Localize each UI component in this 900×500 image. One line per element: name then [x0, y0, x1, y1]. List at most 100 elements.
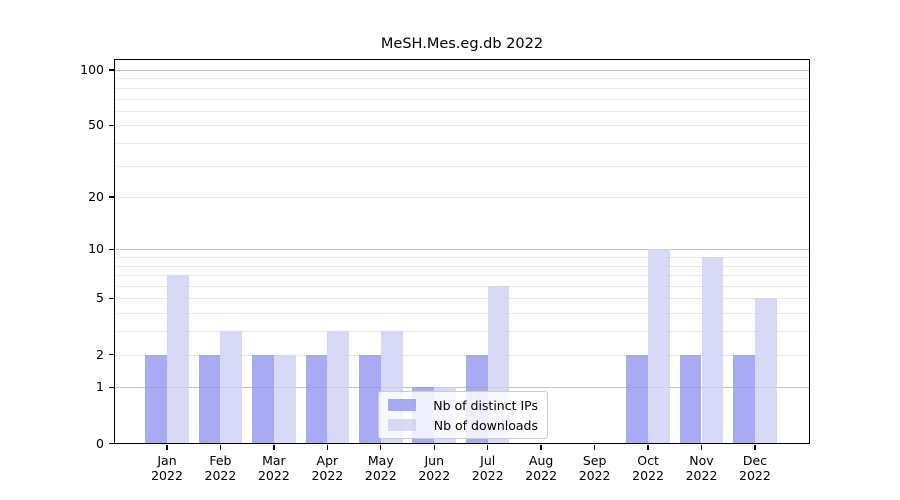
bar-feb-distinct-ips	[198, 354, 221, 444]
legend-swatch-distinct-ips	[388, 399, 416, 411]
y-tick-label-1: 1	[96, 379, 104, 395]
x-tick-year: 2022	[739, 468, 771, 483]
x-tick-label-aug: Aug 2022	[511, 453, 571, 484]
gridline-minor-30	[114, 165, 810, 167]
gridline-minor-2	[114, 354, 810, 356]
gridline-minor-80	[114, 87, 810, 89]
x-tick-year: 2022	[151, 468, 183, 483]
bar-oct-distinct-ips	[626, 354, 649, 444]
x-tick-jan	[166, 445, 168, 450]
y-tick-1	[109, 386, 114, 389]
x-tick-year: 2022	[471, 468, 504, 483]
x-tick-label-mar: Mar 2022	[244, 453, 304, 484]
x-tick-label-jul: Jul 2022	[458, 453, 518, 484]
gridline-major-10	[114, 249, 810, 251]
x-tick-month: Oct	[637, 452, 659, 468]
gridline-major-1	[114, 387, 810, 389]
bar-jan-downloads	[167, 275, 189, 444]
x-tick-label-sep: Sep 2022	[565, 453, 625, 484]
x-tick-label-jan: Jan 2022	[137, 453, 197, 484]
y-tick-label-20: 20	[88, 189, 104, 205]
bar-may-distinct-ips	[359, 354, 381, 444]
x-tick-month: Jun	[424, 452, 445, 468]
gridline-minor-5	[114, 298, 810, 300]
y-tick-label-100: 100	[80, 62, 104, 77]
gridline-minor-4	[114, 313, 810, 315]
bar-dec-downloads	[754, 298, 777, 444]
x-tick-year: 2022	[364, 468, 397, 483]
chart-title: MeSH.Mes.eg.db 2022	[380, 36, 544, 52]
x-tick-year: 2022	[204, 468, 237, 483]
bar-nov-distinct-ips	[679, 354, 702, 444]
x-tick-year: 2022	[578, 468, 611, 483]
legend-item-downloads: Nb of downloads	[388, 417, 538, 433]
x-tick-apr	[326, 445, 329, 450]
x-tick-year: 2022	[418, 468, 451, 483]
x-tick-month: Jul	[480, 452, 496, 468]
legend-swatch-downloads	[388, 419, 416, 431]
x-tick-label-oct: Oct 2022	[618, 453, 678, 484]
x-tick-label-nov: Nov 2022	[672, 453, 732, 484]
x-tick-month: Apr	[316, 452, 339, 468]
legend-label-distinct-ips: Nb of distinct IPs	[433, 397, 538, 413]
x-tick-aug	[540, 445, 542, 450]
x-tick-month: Aug	[528, 452, 554, 468]
legend-label-downloads: Nb of downloads	[433, 417, 538, 433]
x-tick-month: Nov	[689, 452, 714, 468]
plot-area	[114, 59, 810, 444]
y-tick-10	[109, 248, 114, 251]
gridline-minor-40	[114, 142, 810, 144]
x-tick-oct	[647, 445, 649, 450]
x-tick-jul	[487, 445, 489, 450]
x-tick-year: 2022	[257, 468, 290, 483]
bar-jan-distinct-ips	[145, 354, 167, 444]
y-tick-label-2: 2	[96, 346, 104, 362]
gridline-minor-9	[114, 257, 810, 259]
gridline-minor-8	[114, 265, 810, 267]
bar-mar-downloads	[273, 354, 296, 444]
x-tick-year: 2022	[632, 468, 664, 483]
y-tick-label-0: 0	[96, 435, 104, 451]
y-tick-20	[109, 196, 114, 198]
bar-dec-distinct-ips	[733, 354, 755, 444]
y-tick-2	[109, 353, 114, 356]
gridline-minor-70	[114, 98, 810, 100]
legend-item-distinct-ips: Nb of distinct IPs	[388, 397, 538, 413]
x-tick-label-dec: Dec 2022	[725, 453, 785, 484]
x-tick-nov	[700, 445, 703, 450]
gridline-minor-7	[114, 275, 810, 277]
y-tick-50	[109, 124, 114, 126]
x-tick-label-jun: Jun 2022	[404, 453, 464, 484]
gridline-minor-20	[114, 197, 810, 199]
x-tick-sep	[593, 445, 596, 450]
x-tick-may	[380, 445, 382, 450]
y-tick-label-50: 50	[88, 117, 104, 133]
x-tick-dec	[754, 445, 756, 450]
gridline-minor-90	[114, 78, 810, 80]
bar-apr-distinct-ips	[305, 354, 328, 444]
y-tick-5	[109, 297, 114, 300]
y-tick-label-10: 10	[88, 241, 104, 257]
bar-oct-downloads	[648, 249, 670, 444]
x-tick-mar	[273, 445, 275, 450]
x-tick-label-apr: Apr 2022	[297, 453, 357, 484]
x-tick-year: 2022	[311, 468, 344, 483]
y-tick-label-5: 5	[96, 290, 104, 306]
x-tick-year: 2022	[685, 468, 718, 483]
x-tick-year: 2022	[525, 468, 558, 483]
x-tick-feb	[219, 445, 222, 450]
bar-apr-downloads	[327, 331, 350, 444]
x-tick-label-feb: Feb 2022	[190, 453, 250, 484]
x-tick-month: Mar	[262, 452, 286, 468]
gridline-major-100	[114, 70, 810, 71]
y-tick-0	[109, 442, 114, 445]
x-tick-label-may: May 2022	[351, 453, 411, 484]
bar-feb-downloads	[220, 331, 243, 444]
gridline-minor-50	[114, 125, 810, 127]
x-tick-month: Feb	[209, 452, 232, 468]
bar-mar-distinct-ips	[252, 354, 274, 444]
x-tick-month: Dec	[742, 452, 768, 468]
gridline-minor-60	[114, 110, 810, 112]
x-tick-jun	[433, 445, 435, 450]
